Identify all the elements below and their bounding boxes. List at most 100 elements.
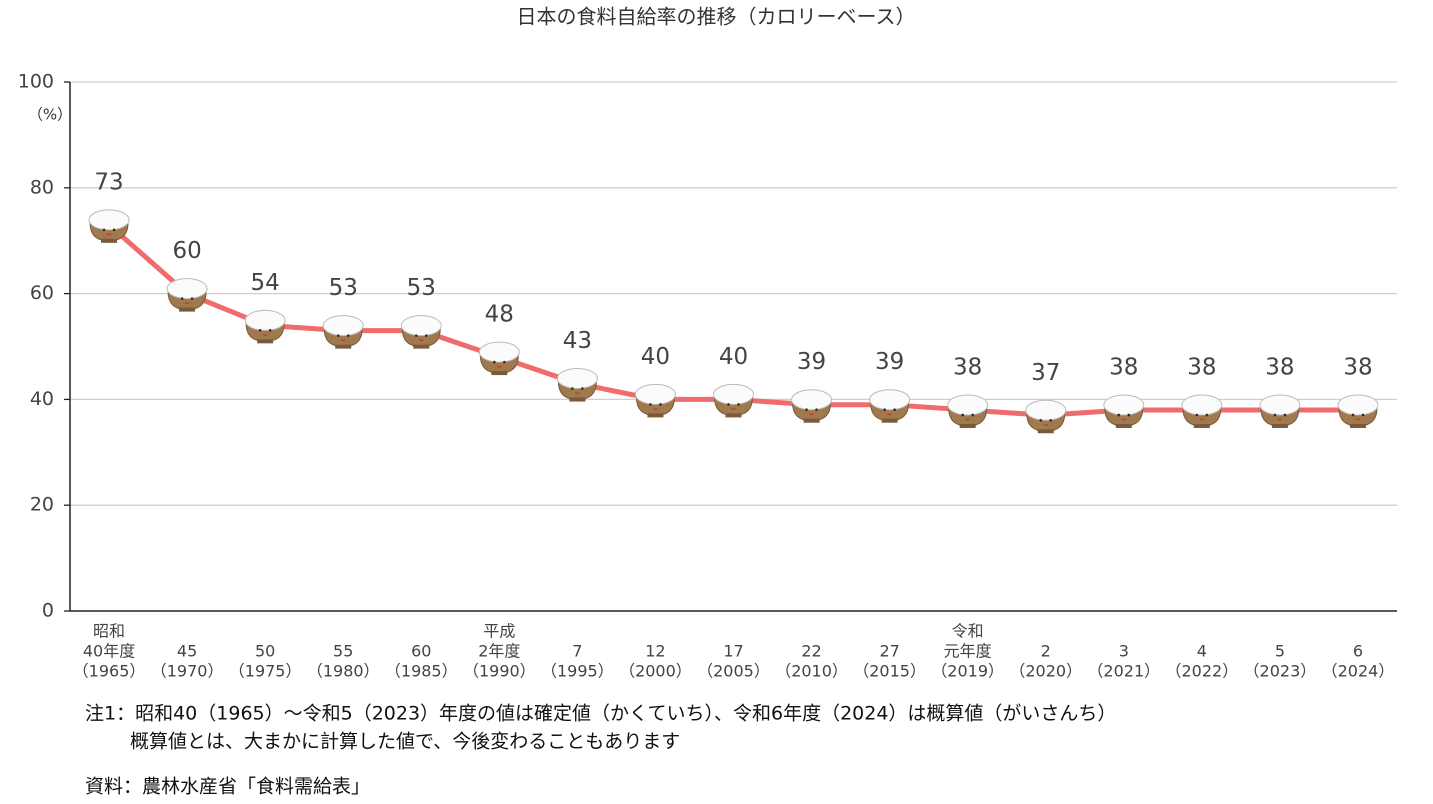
x-tick-label: 4 — [1197, 642, 1207, 661]
bowl-foot — [725, 413, 742, 418]
eye — [346, 334, 350, 337]
note: 概算値とは、大まかに計算した値で、今後変わることもあります — [130, 731, 680, 753]
y-tick-label: 60 — [30, 282, 54, 304]
data-label: 39 — [875, 349, 904, 375]
eye — [493, 360, 496, 364]
data-label: 53 — [407, 275, 436, 301]
data-label: 40 — [719, 344, 748, 370]
rice — [166, 278, 208, 300]
eye — [336, 334, 340, 337]
bowl-foot — [1193, 423, 1210, 428]
eye — [1039, 418, 1043, 422]
rice-bowl-marker — [1103, 394, 1145, 428]
mouth — [965, 418, 971, 421]
mouth — [1355, 418, 1361, 421]
rice-bowl-marker — [400, 315, 442, 349]
rice — [1025, 399, 1067, 421]
rice — [791, 389, 833, 411]
bowl-foot — [491, 371, 508, 376]
mouth — [1199, 418, 1205, 421]
rice — [1103, 394, 1145, 416]
y-tick-label: 100 — [18, 71, 54, 93]
data-label: 53 — [329, 275, 358, 301]
bowl-foot — [413, 344, 430, 349]
rice-bowl-marker — [713, 383, 754, 418]
rice-bowl-marker — [791, 389, 833, 423]
eye — [503, 360, 506, 364]
x-tick-label: 55 — [333, 642, 353, 661]
x-tick-label: 3 — [1119, 642, 1129, 661]
bowl-foot — [569, 397, 586, 402]
bowl-foot — [1349, 423, 1366, 428]
eye — [1361, 413, 1365, 417]
rice — [400, 315, 442, 337]
rice — [1259, 394, 1301, 416]
eye — [659, 403, 662, 406]
bowl-foot — [335, 344, 352, 349]
mouth — [262, 333, 268, 336]
x-tick-label: （2023） — [1244, 662, 1317, 681]
eye — [815, 408, 818, 411]
bowl-foot — [959, 423, 976, 428]
y-tick-label: 40 — [30, 388, 54, 410]
data-label: 37 — [1031, 360, 1060, 386]
rice-bowl-marker — [1259, 394, 1301, 428]
rice-bowl-marker — [88, 209, 130, 243]
rice — [478, 341, 520, 363]
y-tick-label: 0 — [42, 600, 54, 622]
eye — [893, 408, 896, 411]
mouth — [496, 365, 502, 368]
y-unit: （%） — [28, 106, 72, 124]
eye — [102, 228, 106, 232]
eye — [581, 387, 584, 390]
x-tick-label: （2024） — [1322, 662, 1395, 681]
x-tick-label: 元年度 — [944, 642, 992, 661]
mouth — [809, 413, 814, 416]
rice — [88, 209, 130, 231]
x-tick-label: （2021） — [1087, 662, 1160, 681]
data-label: 43 — [563, 328, 592, 354]
data-label: 39 — [797, 349, 826, 375]
bowl-foot — [803, 418, 820, 423]
rice — [556, 368, 598, 390]
eye — [1273, 413, 1277, 417]
x-tick-label: （1980） — [307, 662, 380, 681]
data-label: 38 — [1343, 354, 1372, 380]
rice-bowl-marker — [322, 315, 364, 349]
rice-bowl-marker — [166, 278, 208, 312]
x-tick-label: （1995） — [541, 662, 614, 681]
x-tick-label: 令和 — [952, 622, 984, 641]
source: 資料：農林水産省「食料需給表」 — [85, 776, 370, 798]
mouth — [574, 392, 580, 395]
eye — [1205, 413, 1209, 417]
eye — [414, 334, 418, 337]
bowl-foot — [1115, 423, 1132, 428]
eye — [1283, 413, 1287, 417]
x-tick-label: 6 — [1353, 642, 1363, 661]
rice-bowl-marker — [947, 394, 989, 428]
bowl-foot — [179, 307, 196, 312]
mouth — [340, 339, 346, 342]
eye — [883, 408, 886, 411]
eye — [805, 408, 808, 411]
eye — [1117, 413, 1121, 417]
mouth — [418, 339, 424, 342]
rice-bowl-marker — [478, 341, 520, 376]
eye — [1127, 413, 1131, 417]
data-label: 40 — [641, 344, 670, 370]
mouth — [1043, 423, 1049, 426]
bowl-foot — [101, 238, 118, 243]
rice-bowl-marker — [869, 389, 911, 423]
x-tick-label: （1970） — [151, 662, 224, 681]
mouth — [184, 302, 190, 305]
eye — [1351, 413, 1355, 417]
mouth — [106, 233, 112, 236]
eye — [737, 403, 740, 406]
x-tick-label: 50 — [255, 642, 275, 661]
rice-bowl-marker — [556, 368, 598, 402]
data-label: 38 — [953, 354, 982, 380]
mouth — [731, 407, 736, 410]
rice-bowl-marker — [1025, 399, 1067, 434]
y-tick-label: 80 — [30, 176, 54, 198]
